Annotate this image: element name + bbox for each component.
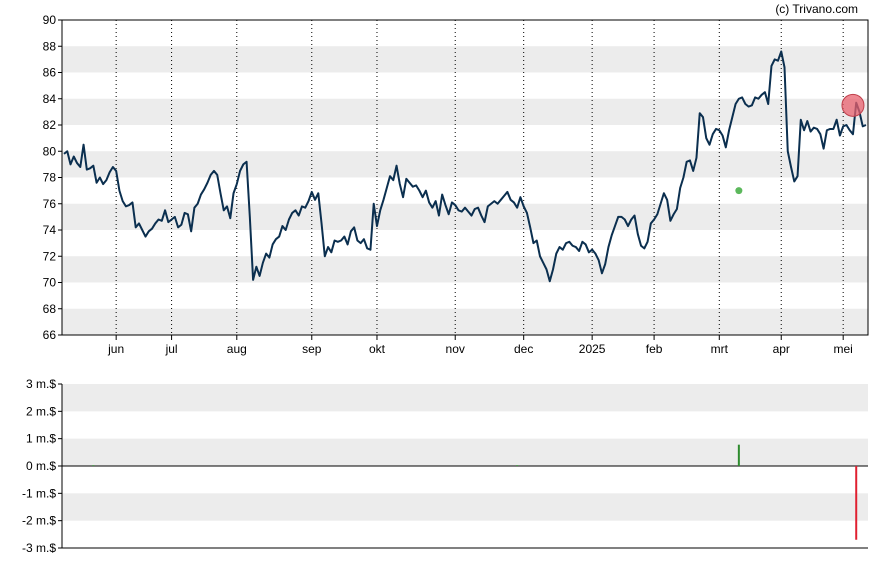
copyright-label: (c) Trivano.com	[775, 2, 858, 16]
x-tick-label: apr	[773, 342, 790, 356]
y-tick-label: 78	[43, 171, 57, 185]
x-tick-label: okt	[369, 342, 386, 356]
y-tick-label: 84	[43, 92, 57, 106]
y-tick-label: 72	[43, 249, 57, 263]
price-band	[62, 151, 868, 178]
x-tick-label: jul	[165, 342, 178, 356]
x-tick-label: 2025	[579, 342, 606, 356]
y-tick-label: 88	[43, 39, 57, 53]
y-tick-label: 2 m.$	[26, 404, 56, 418]
y-tick-label: -1 m.$	[22, 486, 56, 500]
x-tick-label: nov	[446, 342, 465, 356]
y-tick-label: -3 m.$	[22, 541, 56, 555]
y-tick-label: 86	[43, 66, 57, 80]
y-tick-label: 74	[43, 223, 57, 237]
x-tick-label: mei	[834, 342, 853, 356]
x-tick-label: sep	[302, 342, 322, 356]
price-frame	[61, 19, 869, 336]
x-tick-label: aug	[227, 342, 247, 356]
signal-dot-marker	[735, 187, 743, 195]
x-tick-label: feb	[646, 342, 663, 356]
y-tick-label: 80	[43, 144, 57, 158]
x-tick-label: dec	[514, 342, 533, 356]
y-tick-label: 82	[43, 118, 57, 132]
x-tick-label: jun	[107, 342, 124, 356]
price-band	[62, 256, 868, 283]
y-tick-label: 3 m.$	[26, 377, 56, 391]
volume-band	[62, 384, 868, 412]
price-line	[63, 50, 867, 283]
volume-band	[62, 493, 868, 521]
price-band	[62, 308, 868, 335]
volume-band	[62, 438, 868, 466]
price-band	[62, 46, 868, 73]
y-tick-label: 68	[43, 302, 57, 316]
y-tick-label: 1 m.$	[26, 432, 56, 446]
y-tick-label: 90	[43, 13, 57, 27]
y-tick-label: 0 m.$	[26, 459, 56, 473]
last-price-marker	[841, 93, 865, 117]
y-tick-label: -2 m.$	[22, 514, 56, 528]
price-band	[62, 98, 868, 125]
x-tick-label: mrt	[711, 342, 729, 356]
y-tick-label: 66	[43, 328, 57, 342]
y-tick-label: 76	[43, 197, 57, 211]
y-tick-label: 70	[43, 276, 57, 290]
